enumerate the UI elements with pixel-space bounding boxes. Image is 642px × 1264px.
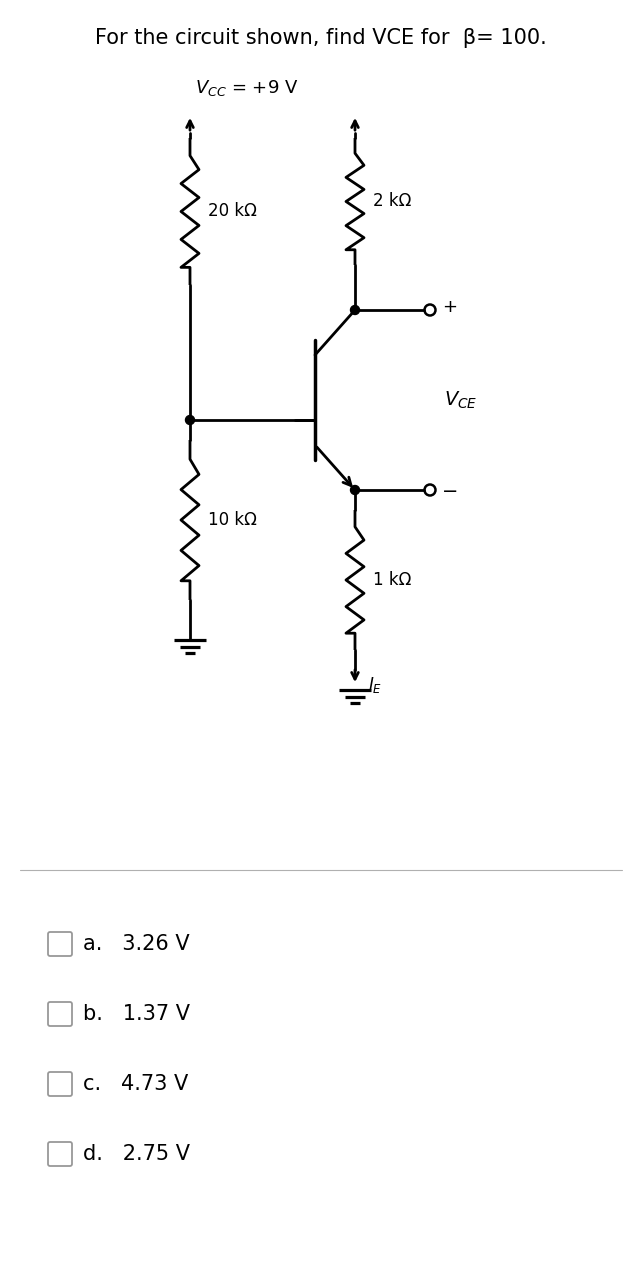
Text: $I_E$: $I_E$ [368, 675, 382, 695]
FancyBboxPatch shape [48, 1072, 72, 1096]
FancyBboxPatch shape [48, 1141, 72, 1165]
Text: d.   2.75 V: d. 2.75 V [83, 1144, 190, 1164]
Text: c.   4.73 V: c. 4.73 V [83, 1074, 188, 1095]
FancyBboxPatch shape [48, 1002, 72, 1026]
Text: 10 kΩ: 10 kΩ [208, 511, 257, 530]
Text: 20 kΩ: 20 kΩ [208, 202, 257, 220]
Circle shape [351, 485, 360, 494]
Text: 1 kΩ: 1 kΩ [373, 571, 412, 589]
Circle shape [351, 306, 360, 315]
FancyBboxPatch shape [48, 932, 72, 956]
Text: For the circuit shown, find VCE for  β= 100.: For the circuit shown, find VCE for β= 1… [95, 28, 547, 48]
Text: 2 kΩ: 2 kΩ [373, 192, 412, 211]
Text: $V_{CE}$: $V_{CE}$ [444, 389, 478, 411]
Text: a.   3.26 V: a. 3.26 V [83, 934, 189, 954]
Text: −: − [442, 483, 458, 502]
Text: b.   1.37 V: b. 1.37 V [83, 1004, 190, 1024]
Text: $V_{CC}$ = +9 V: $V_{CC}$ = +9 V [195, 78, 299, 99]
Circle shape [186, 416, 195, 425]
Text: +: + [442, 298, 457, 316]
